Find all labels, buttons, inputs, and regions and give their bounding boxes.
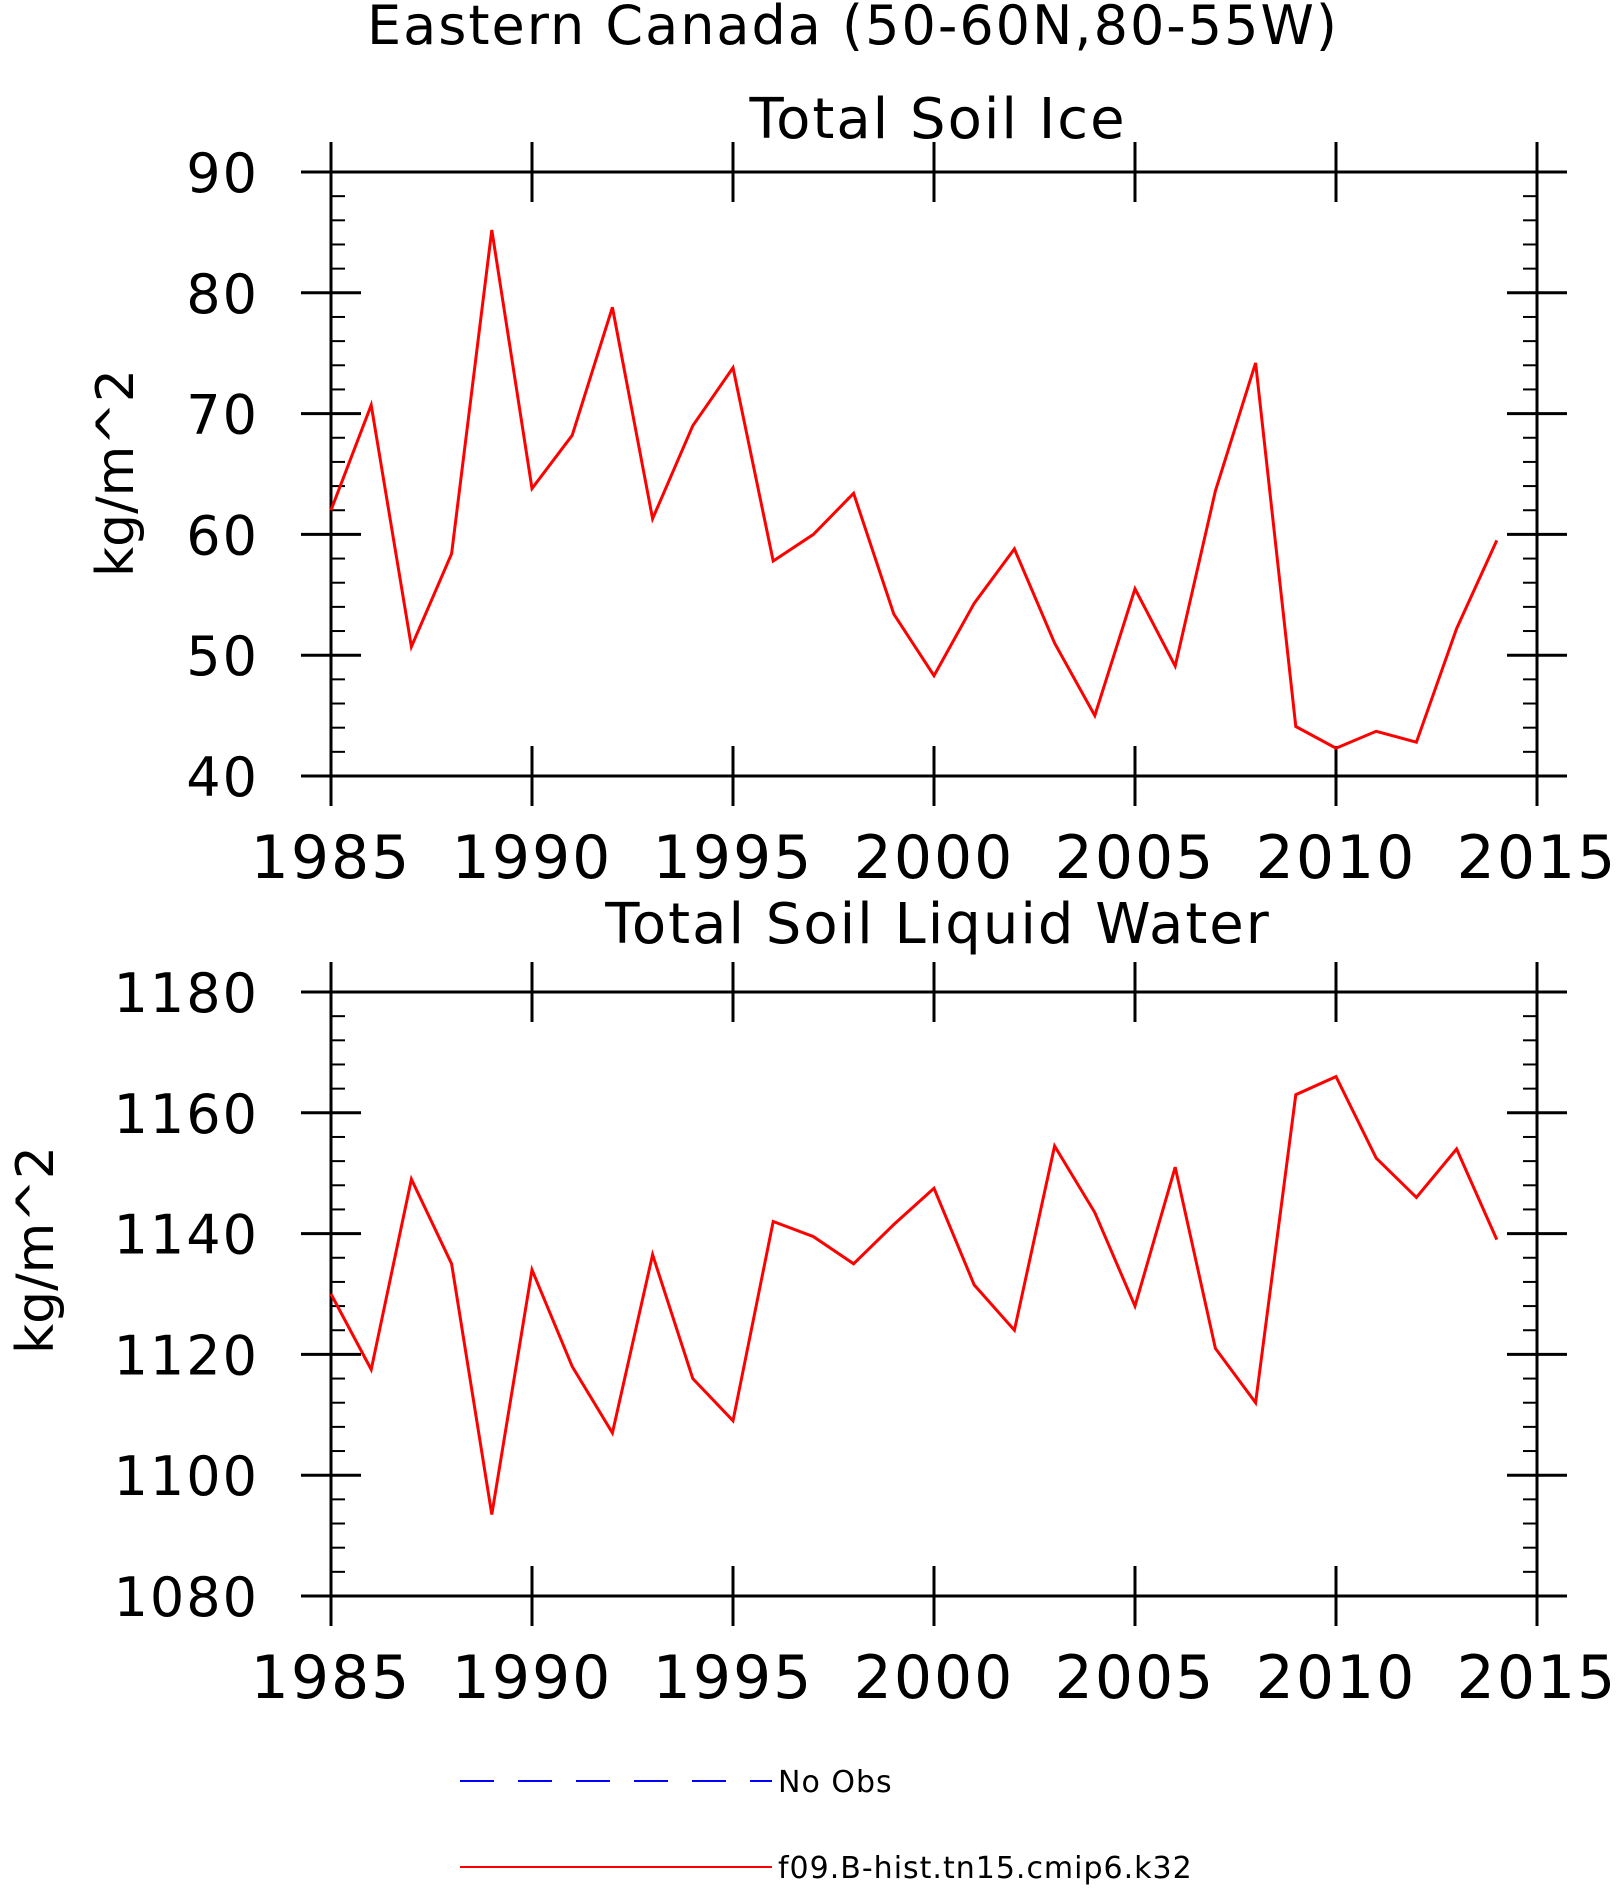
x-tick-label: 2000 <box>854 1643 1015 1713</box>
y-tick-label: 80 <box>186 263 259 326</box>
series-line <box>329 229 1499 750</box>
x-tick-label: 2010 <box>1256 823 1417 893</box>
x-tick-label: 1995 <box>653 1643 814 1713</box>
x-tick-label: 1985 <box>251 823 412 893</box>
x-tick-label: 1990 <box>452 1643 613 1713</box>
x-tick-label: 2010 <box>1256 1643 1417 1713</box>
panel-title: Total Soil Ice <box>748 87 1126 152</box>
x-tick-label: 1995 <box>653 823 814 893</box>
y-tick-label: 1160 <box>114 1083 259 1146</box>
y-tick-label: 60 <box>186 504 259 567</box>
y-tick-label: 1120 <box>114 1324 259 1387</box>
plot-frame <box>329 990 1539 1598</box>
panel-title: Total Soil Liquid Water <box>604 892 1271 957</box>
x-tick-label: 2000 <box>854 823 1015 893</box>
legend: No Obs f09.B-hist.tn15.cmip6.k32 <box>460 1765 1193 1886</box>
plot-frame <box>329 170 1539 778</box>
x-tick-label: 2015 <box>1457 1643 1618 1713</box>
y-tick-label: 70 <box>186 384 259 447</box>
x-tick-label: 2005 <box>1055 1643 1216 1713</box>
panel-total-soil-liquid-water: Total Soil Liquid Water kg/m^2 1080 1100 1… <box>6 892 1618 1713</box>
y-tick-label: 1140 <box>114 1204 259 1267</box>
x-tick-label: 1985 <box>251 1643 412 1713</box>
x-tick-label: 2005 <box>1055 823 1216 893</box>
y-axis-label: kg/m^2 <box>6 1146 66 1354</box>
y-tick-label: 1080 <box>114 1566 259 1629</box>
y-tick-label: 90 <box>186 142 259 205</box>
x-tick-label: 1990 <box>452 823 613 893</box>
legend-label-model: f09.B-hist.tn15.cmip6.k32 <box>778 1851 1193 1886</box>
y-tick-label: 50 <box>186 625 259 688</box>
y-tick-label: 1180 <box>114 962 259 1025</box>
figure-suptitle: Eastern Canada (50-60N,80-55W) <box>367 0 1339 57</box>
y-tick-label: 1100 <box>114 1445 259 1508</box>
y-axis-label: kg/m^2 <box>86 369 146 577</box>
panel-total-soil-ice: Total Soil Ice kg/m^2 40 50 60 70 80 90 1985 19… <box>86 87 1618 893</box>
x-tick-label: 2015 <box>1457 823 1618 893</box>
series-line <box>329 1074 1499 1515</box>
y-tick-label: 40 <box>186 746 259 809</box>
legend-label-no-obs: No Obs <box>778 1765 893 1800</box>
